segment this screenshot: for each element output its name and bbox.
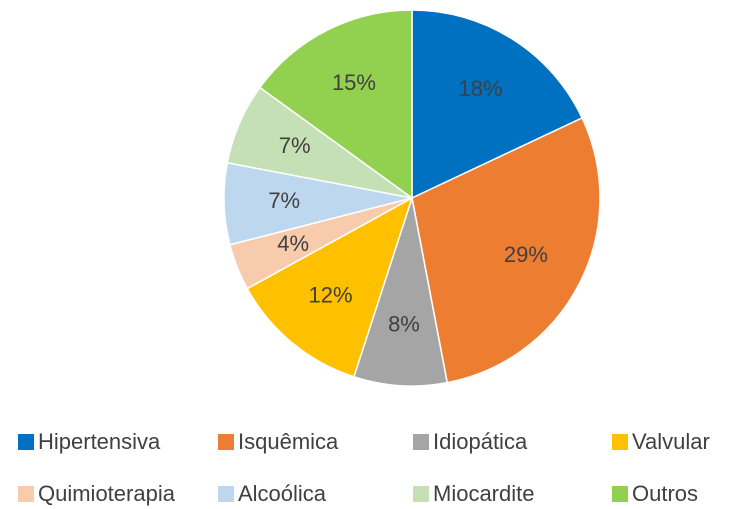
legend-swatch	[413, 434, 429, 450]
legend-label: Idiopática	[433, 429, 528, 454]
data-label: 15%	[332, 70, 376, 95]
legend-label: Valvular	[632, 429, 710, 454]
pie-slice	[258, 9, 413, 200]
pie-slice	[246, 196, 414, 378]
legend-swatch	[612, 434, 628, 450]
legend-swatch	[18, 434, 34, 450]
data-label: 4%	[277, 231, 309, 256]
legend-swatch	[218, 486, 234, 502]
legend-label: Isquêmica	[238, 429, 339, 454]
legend-swatch	[218, 434, 234, 450]
data-label: 29%	[504, 242, 548, 267]
data-label: 7%	[279, 133, 311, 158]
pie-slice	[411, 116, 601, 384]
legend-label: Quimioterapia	[38, 481, 176, 506]
legend-label: Miocardite	[433, 481, 534, 506]
legend-label: Alcoólica	[238, 481, 327, 506]
pie-slice	[352, 197, 449, 387]
data-label: 12%	[308, 282, 352, 307]
legend-swatch	[612, 486, 628, 502]
pie-slice	[411, 9, 584, 200]
legend-label: Hipertensiva	[38, 429, 161, 454]
data-label: 7%	[268, 188, 300, 213]
data-label: 18%	[458, 76, 502, 101]
legend-swatch	[413, 486, 429, 502]
legend-label: Outros	[632, 481, 698, 506]
legend-swatch	[18, 486, 34, 502]
data-label: 8%	[388, 311, 420, 336]
